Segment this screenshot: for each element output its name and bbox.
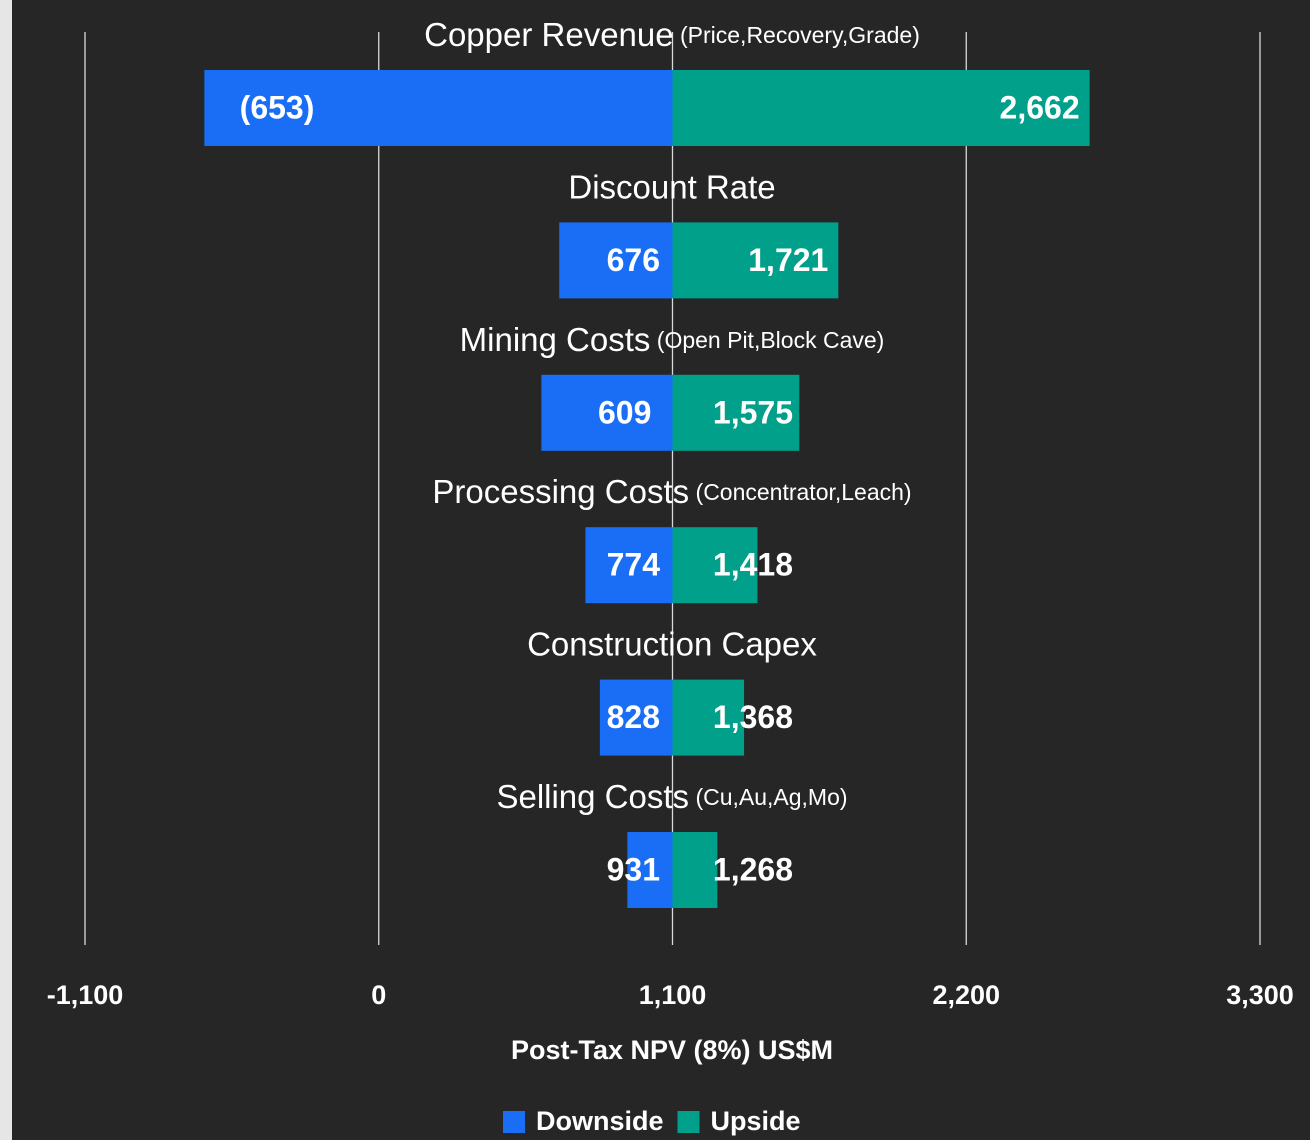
x-tick-label: 3,300 — [1226, 980, 1294, 1010]
value-label: 609 — [598, 394, 651, 430]
category-note: (Price,Recovery,Grade) — [680, 22, 920, 48]
category-label: Selling Costs (Cu,Au,Ag,Mo) — [496, 778, 847, 815]
value-label: 828 — [607, 699, 660, 735]
category-note: (Concentrator,Leach) — [696, 479, 912, 505]
value-label: 774 — [607, 547, 661, 583]
bar — [585, 527, 673, 604]
bar — [672, 832, 718, 908]
value-label: 931 — [607, 851, 660, 887]
value-label: 2,662 — [1000, 89, 1080, 125]
category-label: Discount Rate — [568, 168, 775, 205]
x-tick-label: -1,100 — [47, 980, 124, 1010]
bar — [672, 374, 800, 451]
bar — [627, 832, 673, 908]
category-label: Processing Costs (Concentrator,Leach) — [432, 473, 911, 510]
category-label: Mining Costs (Open Pit,Block Cave) — [460, 321, 885, 358]
category-name: Selling Costs — [496, 778, 689, 815]
category-note: (Cu,Au,Ag,Mo) — [695, 784, 847, 810]
bar — [599, 679, 673, 756]
bar — [672, 222, 839, 299]
x-tick-label: 2,200 — [932, 980, 1000, 1010]
x-tick-label: 1,100 — [639, 980, 707, 1010]
bar — [541, 374, 673, 451]
category-label: Copper Revenue (Price,Recovery,Grade) — [424, 16, 920, 53]
bar — [672, 679, 745, 756]
bar — [559, 222, 673, 299]
category-name: Construction Capex — [527, 625, 817, 662]
value-label: 1,721 — [748, 242, 828, 278]
category-name: Mining Costs — [460, 321, 651, 358]
category-name: Processing Costs — [432, 473, 689, 510]
value-label: 1,575 — [713, 394, 793, 430]
value-label: 1,418 — [713, 547, 793, 583]
bar — [672, 527, 758, 604]
category-name: Copper Revenue — [424, 16, 674, 53]
legend-label: Downside — [536, 1106, 664, 1136]
category-note: (Open Pit,Block Cave) — [657, 327, 885, 353]
bar — [204, 70, 673, 146]
legend-swatch — [677, 1111, 700, 1133]
category-name: Discount Rate — [568, 168, 775, 205]
left-edge — [0, 0, 12, 1140]
legend-label: Upside — [711, 1106, 801, 1136]
x-tick-label: 0 — [371, 980, 386, 1010]
value-label: 1,268 — [713, 851, 793, 887]
category-label: Construction Capex — [527, 625, 817, 662]
bar — [672, 70, 1090, 146]
x-axis-title: Post-Tax NPV (8%) US$M — [511, 1035, 833, 1065]
legend-swatch — [503, 1111, 525, 1133]
value-label: 676 — [607, 242, 660, 278]
value-label: (653) — [240, 89, 315, 125]
value-label: 1,368 — [713, 699, 793, 735]
